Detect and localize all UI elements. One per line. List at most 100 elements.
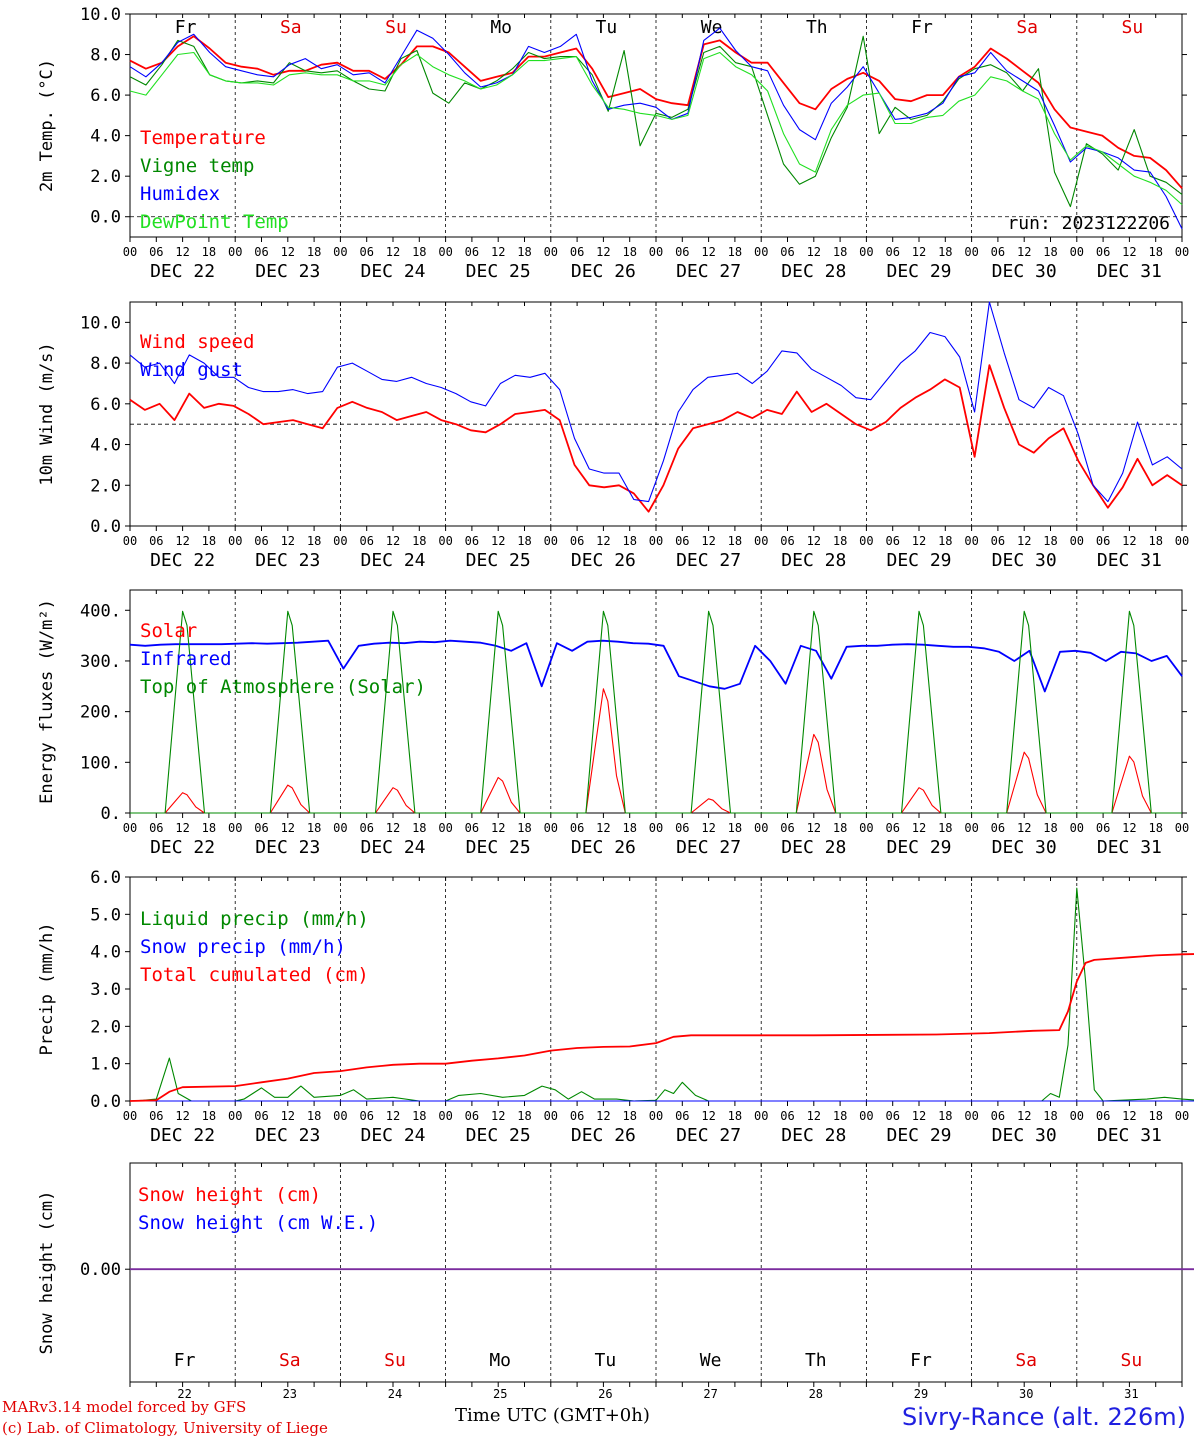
- day-label: DEC 27: [676, 837, 741, 858]
- hour-tick-label: 06: [149, 245, 163, 259]
- hour-tick-label: 00: [438, 821, 452, 835]
- hour-tick-label: 18: [1043, 534, 1057, 548]
- hour-tick-label: 18: [938, 245, 952, 259]
- hour-tick-label: 18: [728, 245, 742, 259]
- hour-tick-label: 12: [386, 245, 400, 259]
- legend-entry: Liquid precip (mm/h): [140, 908, 369, 930]
- y-tick-label: 8.0: [90, 46, 121, 66]
- weekday-label: Th: [805, 1350, 827, 1371]
- weekday-label: Mo: [490, 17, 512, 38]
- hour-tick-label: 00: [964, 245, 978, 259]
- hour-tick-label: 12: [807, 821, 821, 835]
- hour-tick-label: 12: [596, 1109, 610, 1123]
- hour-tick-label: 06: [991, 821, 1005, 835]
- y-tick-label: 10.0: [80, 5, 121, 25]
- day-label: DEC 27: [676, 261, 741, 282]
- hour-tick-label: 06: [149, 1109, 163, 1123]
- hour-tick-label: 12: [386, 1109, 400, 1123]
- y-tick-label: 100.: [80, 753, 121, 773]
- hour-tick-label: 18: [622, 821, 636, 835]
- y-tick-label: 3.0: [90, 980, 121, 1000]
- hour-tick-label: 12: [1122, 1109, 1136, 1123]
- day-label: DEC 27: [676, 550, 741, 571]
- hour-tick-label: 00: [1070, 534, 1084, 548]
- hour-tick-label: 00: [859, 1109, 873, 1123]
- panel-3: 00 06 12 18 00 06 12 18 00 06 12 18 00 06 12 18 00 06 12 18…: [37, 589, 1189, 858]
- hour-tick-label: 06: [465, 534, 479, 548]
- day-label: DEC 24: [360, 550, 425, 571]
- hour-tick-label: 00: [544, 245, 558, 259]
- day-label: DEC 29: [886, 1125, 951, 1146]
- hour-tick-label: 12: [281, 245, 295, 259]
- hour-tick-label: 12: [491, 1109, 505, 1123]
- hour-tick-label: 18: [307, 534, 321, 548]
- hour-tick-label: 12: [1122, 534, 1136, 548]
- hour-tick-label: 12: [491, 245, 505, 259]
- y-tick-label: 5.0: [90, 905, 121, 925]
- weekday-label: Fr: [174, 1350, 196, 1371]
- day-label: DEC 28: [781, 837, 846, 858]
- legend-entry: Top of Atmosphere (Solar): [140, 676, 426, 698]
- hour-tick-label: 12: [281, 821, 295, 835]
- model-credit: MARv3.14 model forced by GFS: [2, 1398, 247, 1416]
- hour-tick-label: 00: [228, 534, 242, 548]
- hour-tick-label: 06: [675, 245, 689, 259]
- y-axis-label: 2m Temp. (°C): [37, 59, 57, 192]
- day-label: DEC 30: [992, 261, 1057, 282]
- hour-tick-label: 12: [1122, 245, 1136, 259]
- hour-tick-label: 18: [1043, 1109, 1057, 1123]
- hour-tick-label: 12: [175, 1109, 189, 1123]
- day-label: DEC 28: [781, 550, 846, 571]
- hour-tick-label: 00: [333, 1109, 347, 1123]
- hour-tick-label: 00: [964, 821, 978, 835]
- y-axis-label: Precip (mm/h): [37, 922, 57, 1055]
- day-label: DEC 31: [1097, 550, 1162, 571]
- hour-tick-label: 06: [991, 245, 1005, 259]
- hour-tick-label: 12: [912, 821, 926, 835]
- hour-tick-label: 18: [833, 534, 847, 548]
- hour-tick-label: 00: [544, 821, 558, 835]
- day-label: DEC 29: [886, 550, 951, 571]
- day-label: DEC 25: [466, 1125, 531, 1146]
- hour-tick-label: 12: [807, 245, 821, 259]
- day-label: DEC 23: [255, 1125, 320, 1146]
- hour-tick-label: 00: [544, 1109, 558, 1123]
- hour-tick-label: 00: [1175, 534, 1189, 548]
- y-tick-label: 8.0: [90, 354, 121, 374]
- weekday-label: Sa: [280, 17, 302, 38]
- hour-tick-label: 00: [544, 534, 558, 548]
- hour-tick-label: 18: [307, 1109, 321, 1123]
- hour-tick-label: 06: [359, 534, 373, 548]
- series-line: [129, 27, 1183, 230]
- series-line: [129, 301, 1183, 503]
- y-tick-label: 200.: [80, 703, 121, 723]
- hour-tick-label: 12: [175, 245, 189, 259]
- hour-tick-label: 00: [649, 534, 663, 548]
- hour-tick-label: 06: [675, 821, 689, 835]
- hour-tick-label: 00: [333, 534, 347, 548]
- hour-tick-label: 00: [123, 245, 137, 259]
- hour-tick-label: 12: [596, 245, 610, 259]
- hour-tick-label: 06: [254, 821, 268, 835]
- hour-tick-label: 00: [1175, 245, 1189, 259]
- hour-tick-label: 12: [1017, 821, 1031, 835]
- series-line: [129, 35, 1183, 208]
- hour-tick-label: 06: [780, 1109, 794, 1123]
- hour-tick-label: 00: [333, 821, 347, 835]
- hour-tick-label: 06: [570, 821, 584, 835]
- hour-tick-label: 12: [701, 534, 715, 548]
- hour-tick-label: 18: [307, 245, 321, 259]
- weekday-label: Su: [385, 17, 407, 38]
- series-line: [129, 953, 1194, 1102]
- day-label: DEC 28: [781, 261, 846, 282]
- day-label: DEC 26: [571, 837, 636, 858]
- hour-tick-label: 06: [675, 1109, 689, 1123]
- hour-tick-label: 00: [438, 1109, 452, 1123]
- legend-entry: Snow precip (mm/h): [140, 936, 346, 958]
- day-number-label: 25: [493, 1387, 507, 1401]
- hour-tick-label: 12: [701, 1109, 715, 1123]
- hour-tick-label: 18: [517, 534, 531, 548]
- y-tick-label: 400.: [80, 601, 121, 621]
- hour-tick-label: 12: [1122, 821, 1136, 835]
